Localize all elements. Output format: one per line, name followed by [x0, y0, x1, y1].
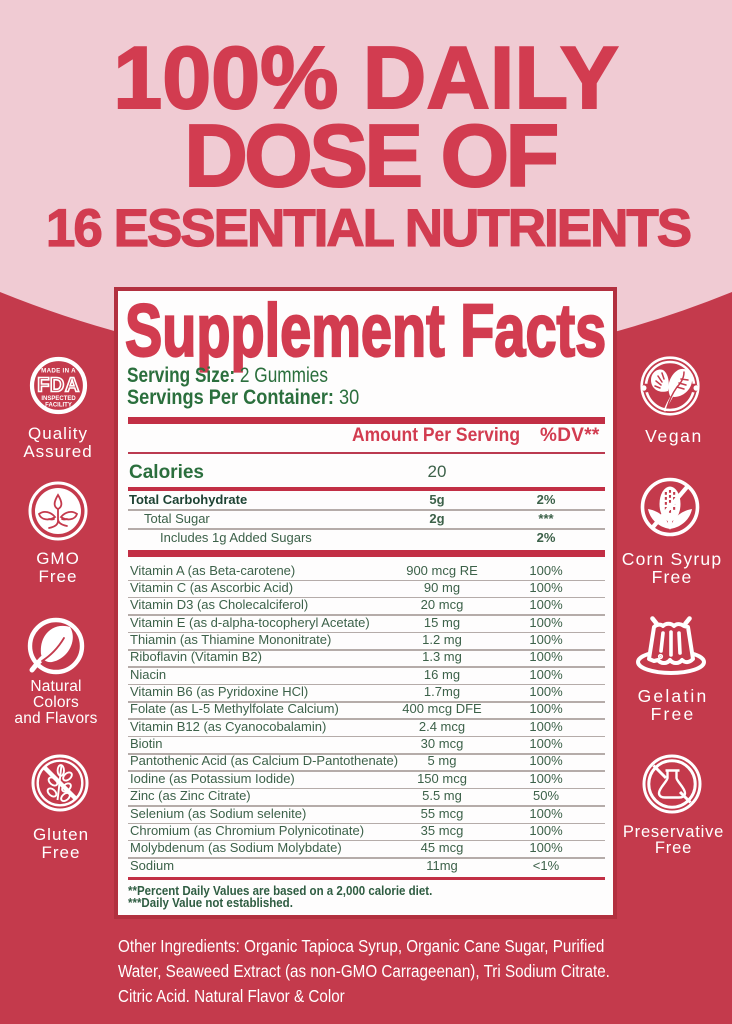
svg-text:MADE IN A: MADE IN A — [41, 368, 76, 375]
svg-text:FDA: FDA — [37, 375, 80, 397]
svg-text:FACILITY: FACILITY — [45, 403, 72, 409]
svg-text:INSPECTED: INSPECTED — [41, 396, 76, 402]
